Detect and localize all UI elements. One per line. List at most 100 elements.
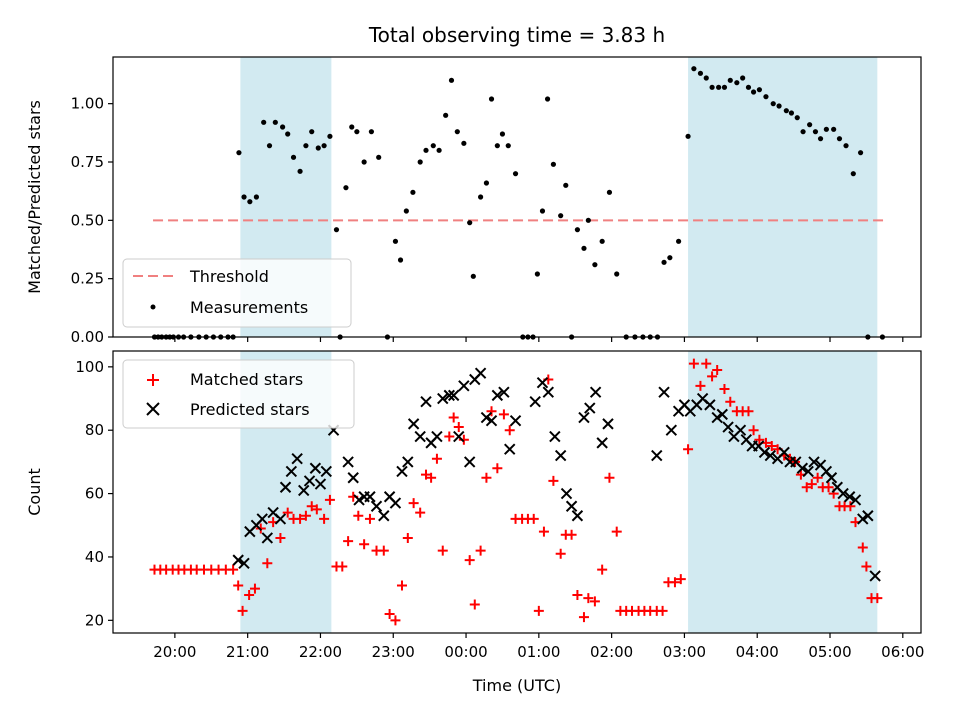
measurement-point xyxy=(850,171,856,177)
measurement-point xyxy=(592,262,598,268)
shaded-region-1 xyxy=(688,57,878,337)
bottom-x-axis: 20:00 21:00 22:00 23:00 00:00 01:00 02:00 03:00… xyxy=(153,633,924,661)
predicted-star-point xyxy=(796,462,809,474)
bottom-y-tick-label: 40 xyxy=(85,548,104,566)
legend-matched-swatch xyxy=(147,374,159,386)
measurement-point xyxy=(321,143,327,149)
measurement-point xyxy=(354,129,360,135)
matched-star-point xyxy=(353,510,364,521)
measurement-point xyxy=(454,129,460,135)
predicted-star-point xyxy=(529,395,541,408)
chart-title: Total observing time = 3.83 h xyxy=(368,23,665,47)
predicted-star-point xyxy=(651,449,663,462)
matched-star-point xyxy=(492,463,503,474)
predicted-star-point xyxy=(504,443,516,455)
predicted-star-point xyxy=(596,437,608,449)
predicted-star-point xyxy=(314,478,327,490)
predicted-star-point xyxy=(232,554,244,566)
predicted-star-point xyxy=(378,510,390,522)
predicted-star-point xyxy=(602,418,614,430)
matched-star-point xyxy=(845,501,856,512)
matched-star-point xyxy=(712,365,723,376)
measurement-point xyxy=(843,143,849,149)
matched-star-point xyxy=(801,482,812,493)
bottom-legend: Matched stars Predicted stars xyxy=(122,359,355,429)
matched-star-point xyxy=(872,593,883,604)
predicted-star-point xyxy=(704,399,716,411)
bottom-y-tick-label: 20 xyxy=(85,611,104,629)
predicted-star-point xyxy=(453,430,465,443)
predicted-star-point xyxy=(291,453,303,465)
predicted-star-point xyxy=(560,487,573,500)
x-tick-label: 23:00 xyxy=(372,643,415,661)
x-tick-label: 22:00 xyxy=(299,643,342,661)
predicted-star-point xyxy=(396,465,408,478)
matched-star-point xyxy=(464,555,475,566)
predicted-star-point xyxy=(437,392,449,405)
matched-star-point xyxy=(481,472,492,483)
measurement-point xyxy=(691,66,697,72)
measurement-point xyxy=(550,161,556,167)
measurement-point xyxy=(392,238,399,244)
predicted-star-point xyxy=(474,367,487,379)
matched-star-point xyxy=(306,501,317,512)
predicted-star-point xyxy=(309,462,322,474)
measurement-point xyxy=(290,154,297,160)
shaded-region-1 xyxy=(688,351,878,633)
matched-star-point xyxy=(249,583,260,594)
matched-star-point xyxy=(475,545,486,556)
top-y-axis-label: Matched/Predicted stars xyxy=(25,100,44,294)
predicted-star-point xyxy=(414,430,426,443)
predicted-star-point xyxy=(542,386,555,398)
measurement-point xyxy=(756,87,763,93)
top-legend-box xyxy=(122,258,352,328)
top-y-tick-label: 1.00 xyxy=(71,95,104,113)
measurement-point xyxy=(857,150,864,156)
measurement-point xyxy=(794,115,800,121)
matched-star-point xyxy=(597,564,608,575)
x-axis-label: Time (UTC) xyxy=(472,676,561,695)
measurement-point xyxy=(443,112,449,118)
measurement-point xyxy=(241,194,247,200)
predicted-star-point xyxy=(716,408,728,421)
predicted-star-point xyxy=(658,386,670,398)
predicted-star-point xyxy=(261,532,274,544)
measurement-point xyxy=(397,257,404,263)
matched-star-point xyxy=(486,406,497,417)
measurement-point xyxy=(461,140,467,146)
legend-matched-label: Matched stars xyxy=(190,370,303,389)
measurement-point xyxy=(297,168,303,174)
predicted-star-point xyxy=(802,465,814,478)
predicted-star-point xyxy=(758,446,771,459)
matched-star-point xyxy=(244,589,255,600)
matched-star-point xyxy=(402,532,413,543)
legend-predicted-label: Predicted stars xyxy=(190,400,310,419)
measurement-point xyxy=(247,199,253,205)
top-y-tick-label: 0.25 xyxy=(71,270,104,288)
x-tick-label: 00:00 xyxy=(444,643,487,661)
predicted-star-point xyxy=(480,411,493,424)
measurement-point xyxy=(539,208,546,214)
top-panel: 0.00 0.25 0.50 0.75 1.00 Matched/Predicted s… xyxy=(25,56,922,346)
predicted-star-point xyxy=(571,510,584,522)
matched-star-point xyxy=(701,358,712,369)
measurement-point xyxy=(280,124,286,130)
measurement-point xyxy=(266,143,273,149)
predicted-star-point xyxy=(370,500,383,512)
measurement-point xyxy=(776,103,782,109)
measurement-point xyxy=(483,180,490,186)
measurement-point xyxy=(667,255,673,261)
matched-star-point xyxy=(359,539,370,550)
measurement-point xyxy=(734,80,740,86)
top-shaded-regions xyxy=(240,57,878,337)
measurement-point xyxy=(534,271,540,277)
predicted-star-point xyxy=(565,500,578,512)
matched-star-point xyxy=(548,475,559,486)
predicted-star-point xyxy=(722,421,734,433)
predicted-star-point xyxy=(764,449,777,462)
predicted-star-point xyxy=(849,494,862,506)
matched-star-point xyxy=(437,545,448,556)
matched-star-point xyxy=(743,406,754,417)
matched-star-point xyxy=(453,422,464,433)
matched-star-point xyxy=(566,529,577,540)
